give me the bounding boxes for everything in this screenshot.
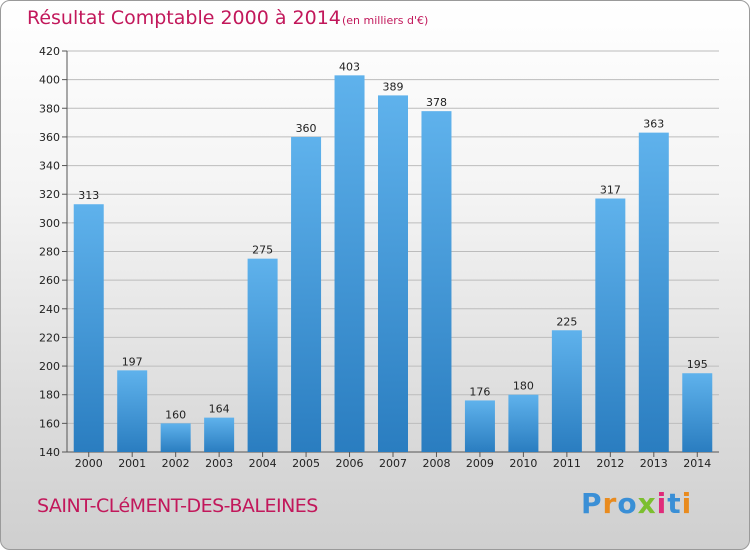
x-tick-label-2001: 2001 xyxy=(118,457,146,470)
bar-2004 xyxy=(247,258,278,452)
x-tick-label-2010: 2010 xyxy=(509,457,537,470)
bar-2014 xyxy=(682,373,713,452)
bar-2010 xyxy=(508,394,539,452)
y-tick-label: 260 xyxy=(39,274,60,287)
y-tick-label: 360 xyxy=(39,131,60,144)
bar-2001 xyxy=(117,370,148,452)
y-tick-label: 220 xyxy=(39,331,60,344)
chart-subtitle: (en milliers d'€) xyxy=(342,14,429,27)
value-label-2012: 317 xyxy=(600,184,621,197)
y-tick-label: 160 xyxy=(39,417,60,430)
bar-2002 xyxy=(160,423,191,452)
x-tick-label-2014: 2014 xyxy=(683,457,711,470)
y-tick-label: 320 xyxy=(39,188,60,201)
logo-letter: t xyxy=(667,487,682,520)
proxiti-logo: Proxiti xyxy=(581,487,692,520)
x-tick-label-2011: 2011 xyxy=(553,457,581,470)
bar-2009 xyxy=(464,400,495,452)
value-label-2011: 225 xyxy=(556,315,577,328)
value-label-2010: 180 xyxy=(513,380,534,393)
value-label-2013: 363 xyxy=(643,118,664,131)
x-tick-label-2000: 2000 xyxy=(75,457,103,470)
bar-2013 xyxy=(638,132,669,452)
x-tick-label-2009: 2009 xyxy=(466,457,494,470)
y-tick-label: 280 xyxy=(39,246,60,259)
logo-letter: i xyxy=(656,487,668,520)
value-label-2001: 197 xyxy=(122,355,143,368)
y-tick-label: 200 xyxy=(39,360,60,373)
value-label-2002: 160 xyxy=(165,408,186,421)
x-tick-label-2004: 2004 xyxy=(249,457,277,470)
bar-2012 xyxy=(595,198,626,452)
value-label-2004: 275 xyxy=(252,244,273,257)
commune-name: SAINT-CLéMENT-DES-BALEINES xyxy=(37,495,318,517)
logo-letter: x xyxy=(637,487,657,520)
y-tick-label: 380 xyxy=(39,102,60,115)
y-tick-label: 240 xyxy=(39,303,60,316)
value-label-2000: 313 xyxy=(78,189,99,202)
value-label-2005: 360 xyxy=(296,122,317,135)
x-tick-label-2002: 2002 xyxy=(162,457,190,470)
x-tick-label-2007: 2007 xyxy=(379,457,407,470)
bar-2007 xyxy=(378,95,408,453)
x-tick-label-2012: 2012 xyxy=(596,457,624,470)
value-label-2007: 389 xyxy=(383,80,404,93)
logo-letter: P xyxy=(581,487,603,520)
y-tick-label: 140 xyxy=(39,446,60,459)
x-tick-label-2003: 2003 xyxy=(205,457,233,470)
x-tick-label-2006: 2006 xyxy=(336,457,364,470)
bar-2011 xyxy=(551,330,582,452)
x-tick-label-2013: 2013 xyxy=(640,457,668,470)
logo-letter: i xyxy=(681,487,693,520)
y-tick-label: 340 xyxy=(39,160,60,173)
x-tick-label-2005: 2005 xyxy=(292,457,320,470)
bar-2008 xyxy=(421,111,452,453)
x-tick-label-2008: 2008 xyxy=(422,457,450,470)
y-tick-label: 420 xyxy=(39,45,60,58)
y-tick-label: 180 xyxy=(39,389,60,402)
bar-2000 xyxy=(73,204,104,452)
chart-title: Résultat Comptable 2000 à 2014 xyxy=(27,7,341,29)
bar-2003 xyxy=(204,417,235,452)
value-label-2014: 195 xyxy=(687,358,708,371)
bar-2005 xyxy=(291,136,322,452)
bar-2006 xyxy=(334,75,365,452)
logo-letter: o xyxy=(617,487,638,520)
value-label-2009: 176 xyxy=(469,385,490,398)
value-label-2006: 403 xyxy=(339,60,360,73)
value-label-2008: 378 xyxy=(426,96,447,109)
value-label-2003: 164 xyxy=(209,403,230,416)
y-tick-label: 300 xyxy=(39,217,60,230)
logo-letter: r xyxy=(602,487,618,520)
y-tick-label: 400 xyxy=(39,74,60,87)
